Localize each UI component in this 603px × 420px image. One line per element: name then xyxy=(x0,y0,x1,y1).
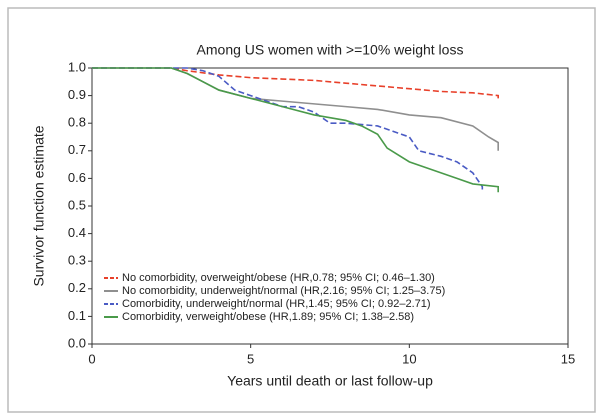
x-tick-label: 10 xyxy=(402,351,416,366)
y-axis-label: Survivor function estimate xyxy=(31,125,47,286)
y-tick-label: 0.9 xyxy=(68,87,86,102)
legend-label: No comorbidity, underweight/normal (HR,2… xyxy=(122,285,445,297)
x-tick-label: 0 xyxy=(88,351,95,366)
survival-curve xyxy=(92,67,484,190)
y-tick-label: 0.0 xyxy=(68,335,86,350)
y-tick-label: 0.2 xyxy=(68,280,86,295)
x-tick-label: 5 xyxy=(247,351,254,366)
y-tick-label: 0.3 xyxy=(68,253,86,268)
y-tick-label: 1.0 xyxy=(68,59,86,74)
y-tick-label: 0.5 xyxy=(68,197,86,212)
chart-title: Among US women with >=10% weight loss xyxy=(197,42,464,58)
survival-curve xyxy=(92,67,499,193)
frame xyxy=(7,7,596,413)
legend-label: No comorbidity, overweight/obese (HR,0.7… xyxy=(122,272,435,284)
y-tick-label: 0.7 xyxy=(68,142,86,157)
survival-curve xyxy=(92,67,499,99)
x-tick-label: 15 xyxy=(561,351,575,366)
legend-label: Comorbidity, verweight/obese (HR,1.89; 9… xyxy=(122,311,414,323)
legend-label: Comorbidity, underweight/normal (HR,1.45… xyxy=(122,298,431,310)
y-tick-label: 0.6 xyxy=(68,170,86,185)
y-tick-label: 0.1 xyxy=(68,308,86,323)
y-tick-label: 0.4 xyxy=(68,225,86,240)
x-axis-label: Years until death or last follow-up xyxy=(227,373,433,389)
y-tick-label: 0.8 xyxy=(68,115,86,130)
